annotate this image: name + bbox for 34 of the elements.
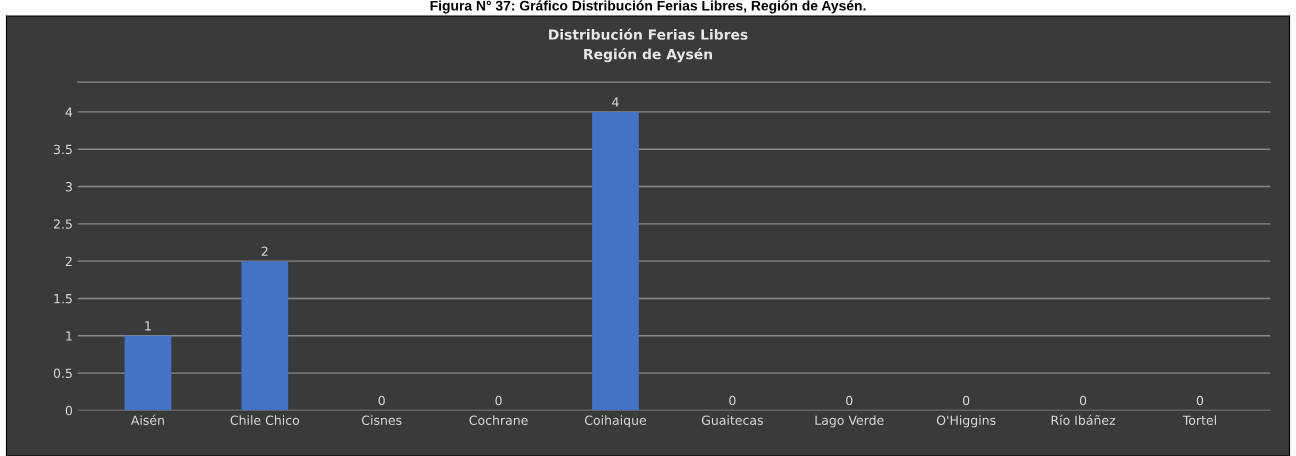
bar [592,111,639,411]
x-tick-label: Chile Chico [230,415,300,425]
y-tick-label: 3.5 [53,144,72,155]
x-tick-label: Coihaique [584,415,647,428]
y-tick-label: 1.5 [54,294,72,304]
chart-title: Distribución Ferias Libres Región de Aysén [549,28,748,63]
data-label: 1 [145,321,151,331]
data-label: 0 [1196,395,1204,406]
x-tick-label: Río Ibáñez [1051,414,1116,425]
text: Figura N° 37: Gráfico Distribución Ferias Libres, Región de Aysén. [430,0,866,14]
x-tick-label: Aisén [130,414,164,425]
x-tick-label: Lago Verde [815,415,884,428]
x-tick-label: O'Higgins [936,415,996,428]
data-label: 2 [261,246,268,256]
data-label: 0 [729,395,736,406]
data-label: 0 [1079,395,1087,406]
x-tick-label: Tortel [1182,415,1216,425]
bar [241,261,289,411]
x-tick-label: Cisnes [361,415,402,425]
y-tick-label: 0.5 [53,368,72,379]
data-label: 0 [846,395,853,406]
y-tick-label: 1 [66,331,72,341]
data-label: 0 [378,395,385,406]
data-label: 4 [612,97,619,107]
y-tick-label: 0 [65,405,73,416]
bar [124,335,172,411]
data-label: 0 [495,395,502,406]
y-tick-label: 4 [65,107,73,117]
y-tick-label: 3 [65,182,72,192]
x-tick-label: Guaitecas [701,415,763,425]
x-tick-label: Cochrane [469,415,528,425]
y-tick-label: 2.5 [53,219,72,229]
y-tick-label: 2 [65,256,72,266]
data-label: 0 [963,395,970,406]
